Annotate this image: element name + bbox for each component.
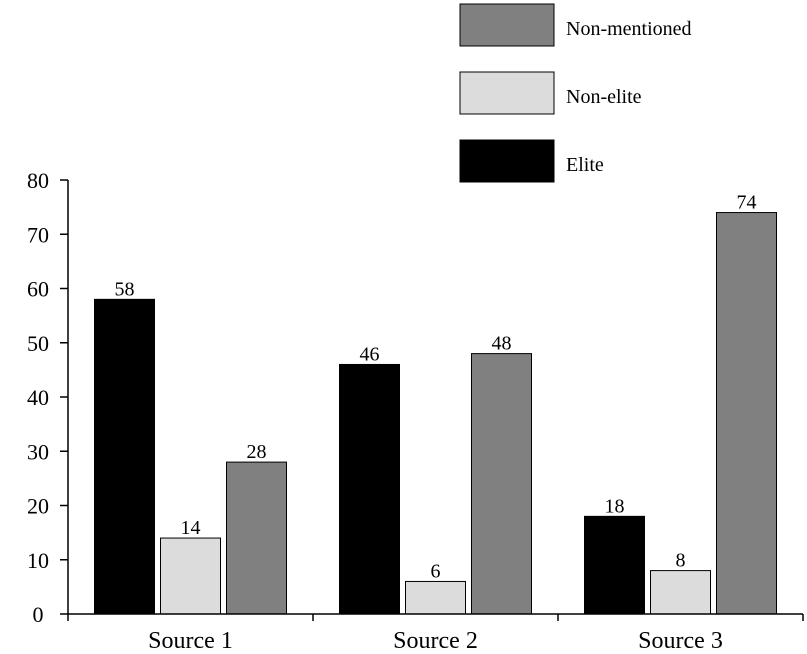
bar-elite-source-2 [339, 363, 400, 615]
data-label-non-elite-source-3: 8 [676, 550, 686, 572]
bar-non-mentioned-source-1 [226, 461, 287, 615]
data-label-non-mentioned-source-3: 74 [737, 192, 757, 214]
legend-swatch-non-mentioned [459, 3, 555, 47]
y-tick-label: 70 [27, 222, 49, 247]
legend-swatch-elite [459, 139, 555, 183]
bar-non-elite-source-3 [650, 570, 711, 615]
y-tick-label: 0 [33, 602, 44, 627]
y-tick-label: 50 [27, 331, 49, 356]
bar-non-mentioned-source-3 [716, 212, 777, 615]
bar-non-mentioned-source-2 [471, 353, 532, 615]
data-label-non-mentioned-source-2: 48 [492, 333, 512, 355]
bar-non-elite-source-1 [160, 537, 221, 615]
y-tick-label: 10 [27, 548, 49, 573]
data-label-elite-source-3: 18 [605, 495, 625, 517]
data-label-elite-source-1: 58 [115, 278, 135, 300]
y-axis: 0 10 20 30 40 50 60 70 80 [27, 168, 69, 627]
y-tick-label: 60 [27, 277, 49, 302]
legend-label-non-elite: Non-elite [566, 86, 642, 108]
bars: 58 14 28 46 6 48 18 8 74 [94, 192, 777, 615]
y-tick-label: 80 [27, 168, 49, 193]
y-tick-label: 40 [27, 385, 49, 410]
data-label-non-mentioned-source-1: 28 [247, 441, 267, 463]
data-label-non-elite-source-1: 14 [181, 517, 201, 539]
legend-swatch-non-elite [459, 71, 555, 115]
data-label-non-elite-source-2: 6 [431, 560, 441, 582]
bar-non-elite-source-2 [405, 580, 466, 615]
legend: Non-mentioned Non-elite Elite [459, 3, 692, 183]
y-tick-label: 20 [27, 494, 49, 519]
x-tick-label-source-2: Source 2 [393, 628, 478, 654]
x-tick-label-source-3: Source 3 [638, 628, 723, 654]
bar-elite-source-3 [584, 515, 645, 615]
x-axis: Source 1 Source 2 Source 3 [67, 613, 804, 654]
x-tick-label-source-1: Source 1 [148, 628, 233, 654]
bar-elite-source-1 [94, 298, 155, 615]
y-tick-label: 30 [27, 439, 49, 464]
legend-label-non-mentioned: Non-mentioned [566, 18, 692, 40]
legend-label-elite: Elite [566, 154, 604, 176]
data-label-elite-source-2: 46 [360, 343, 380, 365]
